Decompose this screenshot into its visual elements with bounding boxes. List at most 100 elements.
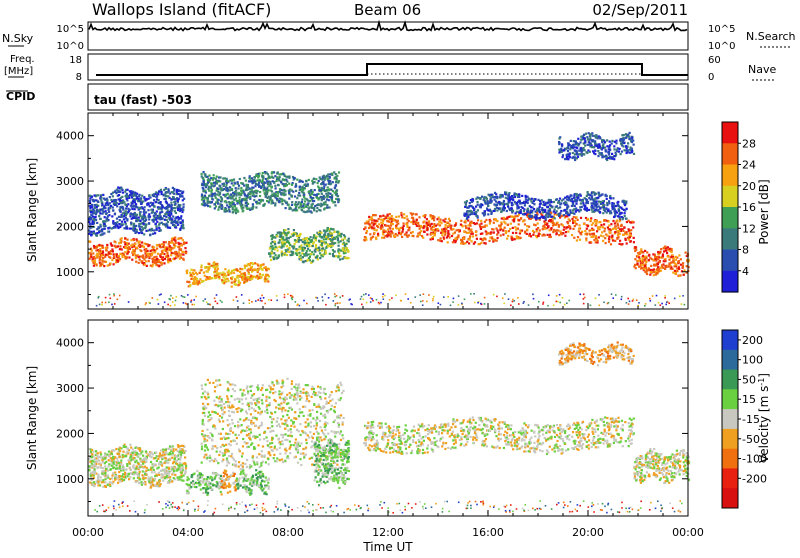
power-cell (142, 200, 144, 202)
power-cell (493, 210, 495, 212)
power-cell (276, 172, 278, 174)
power-cell (586, 228, 588, 230)
power-cell (331, 228, 333, 230)
power-cell (451, 235, 453, 237)
power-cell (537, 227, 539, 229)
power-cell (563, 214, 565, 216)
power-cell (230, 194, 232, 196)
power-cell (126, 253, 128, 255)
power-cell (107, 231, 109, 233)
power-cell (155, 223, 157, 225)
power-cell (472, 199, 474, 201)
power-cell (133, 195, 135, 197)
power-cell (213, 263, 215, 265)
power-cell (338, 245, 340, 247)
power-cell (107, 215, 109, 217)
power-cell (161, 251, 163, 253)
power-cell (260, 186, 262, 188)
power-cell (556, 222, 558, 224)
power-cell (505, 192, 507, 194)
power-cell (337, 250, 339, 252)
power-cell (118, 223, 120, 225)
power-cell (251, 278, 253, 280)
power-cell (212, 179, 214, 181)
power-cell (632, 140, 634, 142)
power-cell (406, 224, 408, 226)
power-cell (308, 208, 310, 210)
power-cell (499, 227, 501, 229)
power-cell (289, 244, 291, 246)
power-cell (92, 216, 94, 218)
power-cell (292, 247, 294, 249)
power-cell (590, 219, 592, 221)
power-cell (389, 213, 391, 215)
power-cell (220, 188, 222, 190)
power-cell (154, 212, 156, 214)
power-cell (280, 235, 282, 237)
power-cell (173, 252, 175, 254)
power-cell (592, 150, 594, 152)
power-cell (654, 255, 656, 257)
power-cell (133, 230, 135, 232)
power-cell (274, 175, 276, 177)
power-cell (125, 208, 127, 210)
power-cell (613, 155, 615, 157)
power-cell (116, 221, 118, 223)
power-cell (589, 141, 591, 143)
power-cell (334, 204, 336, 206)
power-cell (121, 221, 123, 223)
power-cell (111, 245, 113, 247)
power-cell (660, 270, 662, 272)
power-cell (318, 240, 320, 242)
power-cell (569, 220, 571, 222)
power-cell (480, 233, 482, 235)
power-cell (496, 234, 498, 236)
power-cell (213, 203, 215, 205)
power-cell (567, 199, 569, 201)
power-cell (620, 153, 622, 155)
power-cell (264, 182, 266, 184)
power-cell (271, 190, 273, 192)
nave-label: Nave (748, 63, 776, 76)
power-cell (143, 233, 145, 235)
power-cell (571, 234, 573, 236)
power-cell (467, 211, 469, 213)
power-cell (264, 172, 266, 174)
power-cell (575, 211, 577, 213)
power-cell (505, 197, 507, 199)
power-cell (501, 217, 503, 219)
power-cell (280, 173, 282, 175)
power-cell (610, 243, 612, 245)
power-cell (635, 247, 637, 249)
power-cell (271, 186, 273, 188)
power-cell (656, 268, 658, 270)
power-cell (389, 227, 391, 229)
power-cell (296, 235, 298, 237)
power-cell (635, 249, 637, 251)
power-cell (408, 229, 410, 231)
power-cell (263, 204, 265, 206)
power-cell (672, 261, 674, 263)
power-cell (522, 207, 524, 209)
power-cell (148, 194, 150, 196)
power-cell (183, 251, 185, 253)
power-cell (156, 221, 158, 223)
power-cell (655, 273, 657, 275)
power-cell (317, 249, 319, 251)
power-cell (208, 263, 210, 265)
power-cell (495, 218, 497, 220)
power-cell (431, 223, 433, 225)
power-cell (130, 212, 132, 214)
power-cell (324, 196, 326, 198)
power-cell (242, 274, 244, 276)
power-cell (167, 204, 169, 206)
power-cell (457, 236, 459, 238)
power-cell (434, 231, 436, 233)
power-cell (495, 227, 497, 229)
power-cell (320, 203, 322, 205)
power-cell (164, 213, 166, 215)
power-cell (103, 205, 105, 207)
power-cell (481, 196, 483, 198)
power-cell (240, 190, 242, 192)
power-cell (584, 140, 586, 142)
